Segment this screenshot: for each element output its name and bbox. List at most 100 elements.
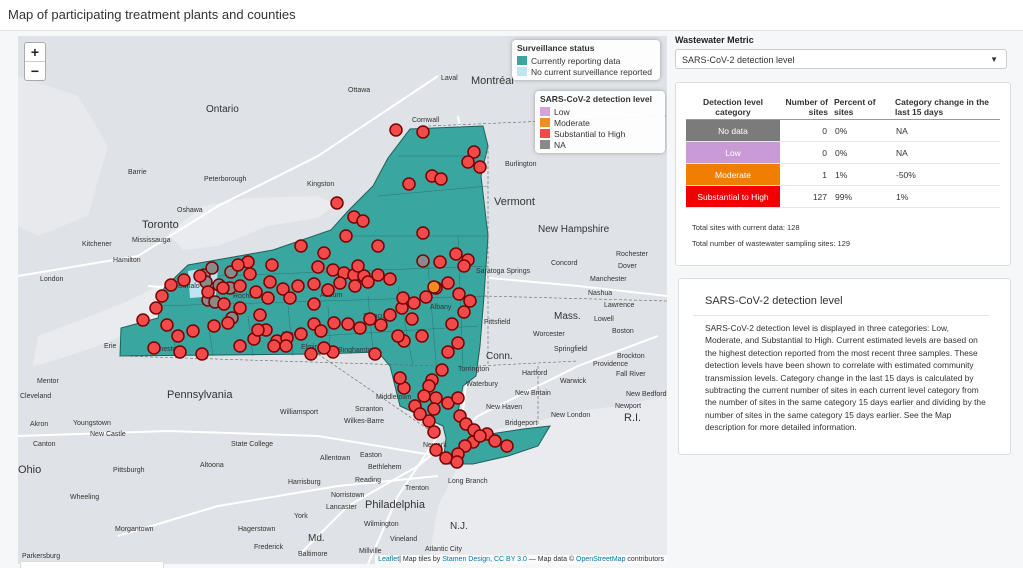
site-marker[interactable] xyxy=(353,321,367,335)
site-marker[interactable] xyxy=(435,363,449,377)
site-marker[interactable] xyxy=(383,308,397,322)
site-marker[interactable] xyxy=(393,371,407,385)
site-marker[interactable] xyxy=(383,272,397,286)
site-marker[interactable] xyxy=(233,339,247,353)
site-marker[interactable] xyxy=(416,226,430,240)
site-marker[interactable] xyxy=(216,281,230,295)
site-marker[interactable] xyxy=(434,172,448,186)
site-marker[interactable] xyxy=(304,347,318,361)
site-marker[interactable] xyxy=(326,263,340,277)
site-marker[interactable] xyxy=(416,254,430,268)
map-canvas[interactable]: Ottawa Laval Montréal Ontario Cornwall Burlin… xyxy=(18,36,667,564)
site-marker[interactable] xyxy=(441,276,455,290)
site-marker[interactable] xyxy=(500,439,514,453)
site-marker[interactable] xyxy=(348,279,362,293)
site-marker[interactable] xyxy=(251,323,265,337)
site-marker[interactable] xyxy=(311,260,325,274)
site-marker[interactable] xyxy=(171,329,185,343)
site-marker[interactable] xyxy=(405,312,419,326)
site-marker[interactable] xyxy=(177,273,191,287)
site-marker[interactable] xyxy=(217,297,231,311)
zoom-in-button[interactable]: + xyxy=(30,44,40,60)
site-marker[interactable] xyxy=(307,277,321,291)
site-marker[interactable] xyxy=(195,347,209,361)
site-marker[interactable] xyxy=(173,345,187,359)
site-marker[interactable] xyxy=(339,229,353,243)
site-marker[interactable] xyxy=(445,317,459,331)
site-marker[interactable] xyxy=(371,268,385,282)
site-marker[interactable] xyxy=(427,402,441,416)
site-marker[interactable] xyxy=(186,324,200,338)
site-marker[interactable] xyxy=(407,296,421,310)
site-marker[interactable] xyxy=(155,289,169,303)
site-marker[interactable] xyxy=(201,285,215,299)
site-marker[interactable] xyxy=(391,329,405,343)
site-marker[interactable] xyxy=(371,239,385,253)
site-marker[interactable] xyxy=(279,339,293,353)
site-marker[interactable] xyxy=(207,319,221,333)
site-marker[interactable] xyxy=(416,125,430,139)
site-marker[interactable] xyxy=(463,294,477,308)
site-marker[interactable] xyxy=(374,318,388,332)
site-marker[interactable] xyxy=(205,261,219,275)
site-marker[interactable] xyxy=(147,341,161,355)
site-marker[interactable] xyxy=(452,287,466,301)
site-marker[interactable] xyxy=(473,429,487,443)
site-marker[interactable] xyxy=(361,275,375,289)
site-marker[interactable] xyxy=(283,291,297,305)
site-marker[interactable] xyxy=(433,255,447,269)
site-marker[interactable] xyxy=(233,301,247,315)
site-marker[interactable] xyxy=(193,269,207,283)
osm-link[interactable]: OpenStreetMap xyxy=(576,556,626,563)
site-marker[interactable] xyxy=(249,285,263,299)
site-marker[interactable] xyxy=(321,283,335,297)
site-marker[interactable] xyxy=(417,389,431,403)
site-marker[interactable] xyxy=(221,316,235,330)
site-marker[interactable] xyxy=(149,301,163,315)
metric-select[interactable]: SARS-CoV-2 detection level ▼ xyxy=(675,49,1007,69)
site-marker[interactable] xyxy=(243,267,257,281)
site-marker[interactable] xyxy=(356,214,370,228)
site-marker[interactable] xyxy=(451,391,465,405)
site-marker[interactable] xyxy=(402,177,416,191)
site-marker[interactable] xyxy=(488,434,502,448)
site-marker[interactable] xyxy=(291,279,305,293)
site-marker[interactable] xyxy=(457,305,471,319)
site-marker[interactable] xyxy=(473,160,487,174)
site-marker[interactable] xyxy=(253,308,267,322)
site-marker[interactable] xyxy=(333,276,347,290)
site-marker[interactable] xyxy=(267,339,281,353)
site-marker[interactable] xyxy=(461,155,475,169)
site-marker[interactable] xyxy=(330,196,344,210)
site-marker[interactable] xyxy=(422,414,436,428)
map-site-markers[interactable] xyxy=(136,123,514,469)
site-marker[interactable] xyxy=(261,291,275,305)
zoom-out-button[interactable]: − xyxy=(25,61,45,80)
site-marker[interactable] xyxy=(351,259,365,273)
site-marker[interactable] xyxy=(439,451,453,465)
site-marker[interactable] xyxy=(389,123,403,137)
site-marker[interactable] xyxy=(457,259,471,273)
site-marker[interactable] xyxy=(413,407,427,421)
site-marker[interactable] xyxy=(276,282,290,296)
site-marker[interactable] xyxy=(427,425,441,439)
site-marker[interactable] xyxy=(233,279,247,293)
site-marker[interactable] xyxy=(429,443,443,457)
site-marker[interactable] xyxy=(451,336,465,350)
map[interactable]: Ottawa Laval Montréal Ontario Cornwall Burlin… xyxy=(18,36,667,564)
site-marker[interactable] xyxy=(265,258,279,272)
site-marker[interactable] xyxy=(164,278,178,292)
site-marker[interactable] xyxy=(341,317,355,331)
site-marker[interactable] xyxy=(363,312,377,326)
site-marker[interactable] xyxy=(415,329,429,343)
site-marker[interactable] xyxy=(450,455,464,469)
site-marker[interactable] xyxy=(449,247,463,261)
site-marker[interactable] xyxy=(441,345,455,359)
site-marker[interactable] xyxy=(396,291,410,305)
site-marker[interactable] xyxy=(136,313,150,327)
site-marker[interactable] xyxy=(427,280,441,294)
site-marker[interactable] xyxy=(314,324,328,338)
site-marker[interactable] xyxy=(327,316,341,330)
site-marker[interactable] xyxy=(294,327,308,341)
leaflet-link[interactable]: Leaflet xyxy=(378,556,400,563)
